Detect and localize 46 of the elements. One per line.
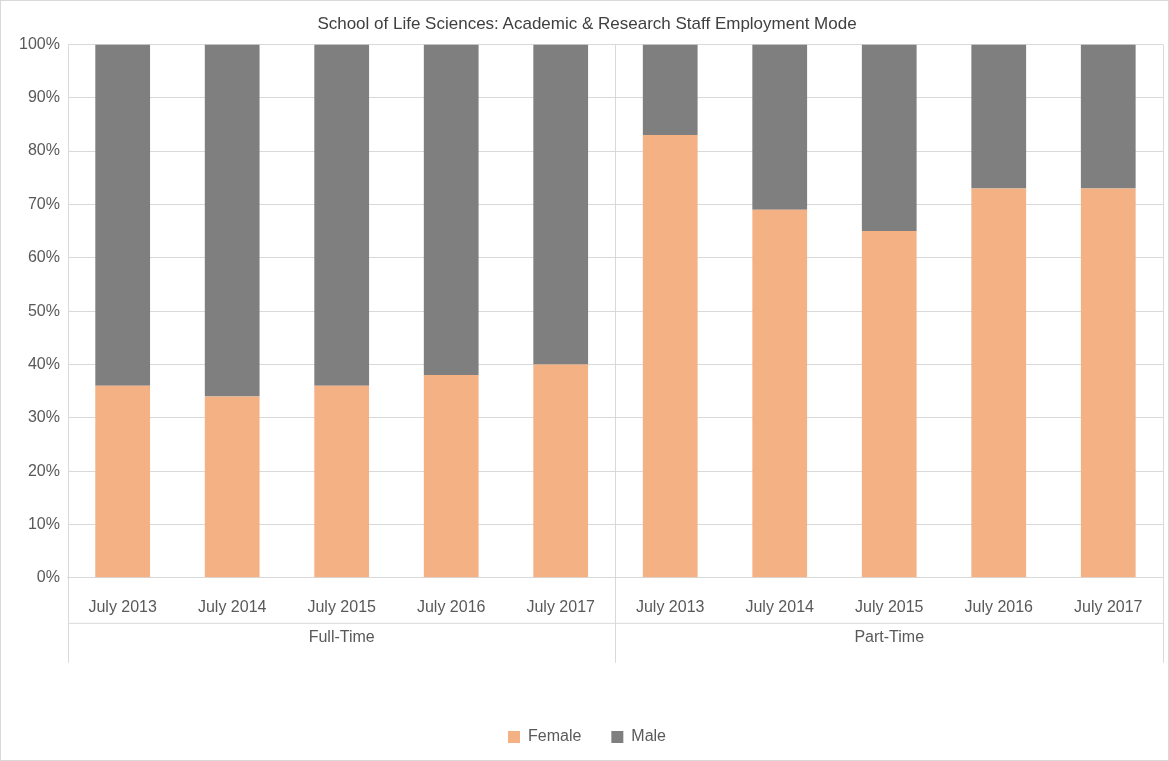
y-tick-label: 90% (27, 88, 60, 106)
chart-title: School of Life Sciences: Academic & Research Staff Employment Mode (317, 13, 857, 33)
text: Part-Time (854, 628, 925, 646)
bar (204, 44, 260, 397)
bar (752, 44, 808, 210)
x-tick-label: July 2013 (88, 597, 158, 615)
bar (423, 44, 479, 376)
bar (642, 135, 698, 578)
bar (642, 44, 698, 136)
y-tick-label: 10% (27, 514, 60, 532)
bar (861, 231, 917, 578)
bar (752, 209, 808, 578)
x-tick-label: July 2014 (197, 597, 267, 615)
y-tick-label: 30% (27, 408, 60, 426)
bar (314, 44, 370, 386)
bar (971, 188, 1027, 578)
y-tick-label: 40% (27, 354, 60, 372)
bar (95, 44, 151, 386)
bar (1080, 188, 1136, 578)
bar (533, 44, 589, 365)
y-tick-label: 70% (27, 194, 60, 212)
y-tick-label: 60% (27, 248, 60, 266)
bar (861, 44, 917, 232)
legend-label: Female (527, 727, 582, 745)
bar (533, 364, 589, 578)
y-tick-label: 80% (27, 141, 60, 159)
bar (423, 375, 479, 578)
x-tick-label: July 2016 (964, 597, 1034, 615)
bar (314, 385, 370, 578)
y-tick-label: 0% (36, 568, 60, 586)
bar (1080, 44, 1136, 189)
x-tick-label: July 2017 (1074, 597, 1143, 615)
y-tick-label: 50% (27, 301, 60, 319)
x-tick-label: July 2013 (635, 597, 705, 615)
x-tick-label: July 2015 (854, 597, 924, 615)
bar (971, 44, 1027, 189)
bar (204, 396, 260, 578)
x-tick-label: July 2015 (307, 597, 377, 615)
x-tick-label: July 2014 (745, 597, 815, 615)
x-tick-label: July 2016 (416, 597, 486, 615)
x-tick-label: July 2017 (526, 597, 596, 615)
text: Full-Time (308, 628, 375, 646)
y-tick-label: 100% (19, 34, 60, 52)
bar (95, 385, 151, 578)
y-tick-label: 20% (27, 461, 60, 479)
legend-label: Male (631, 727, 667, 745)
